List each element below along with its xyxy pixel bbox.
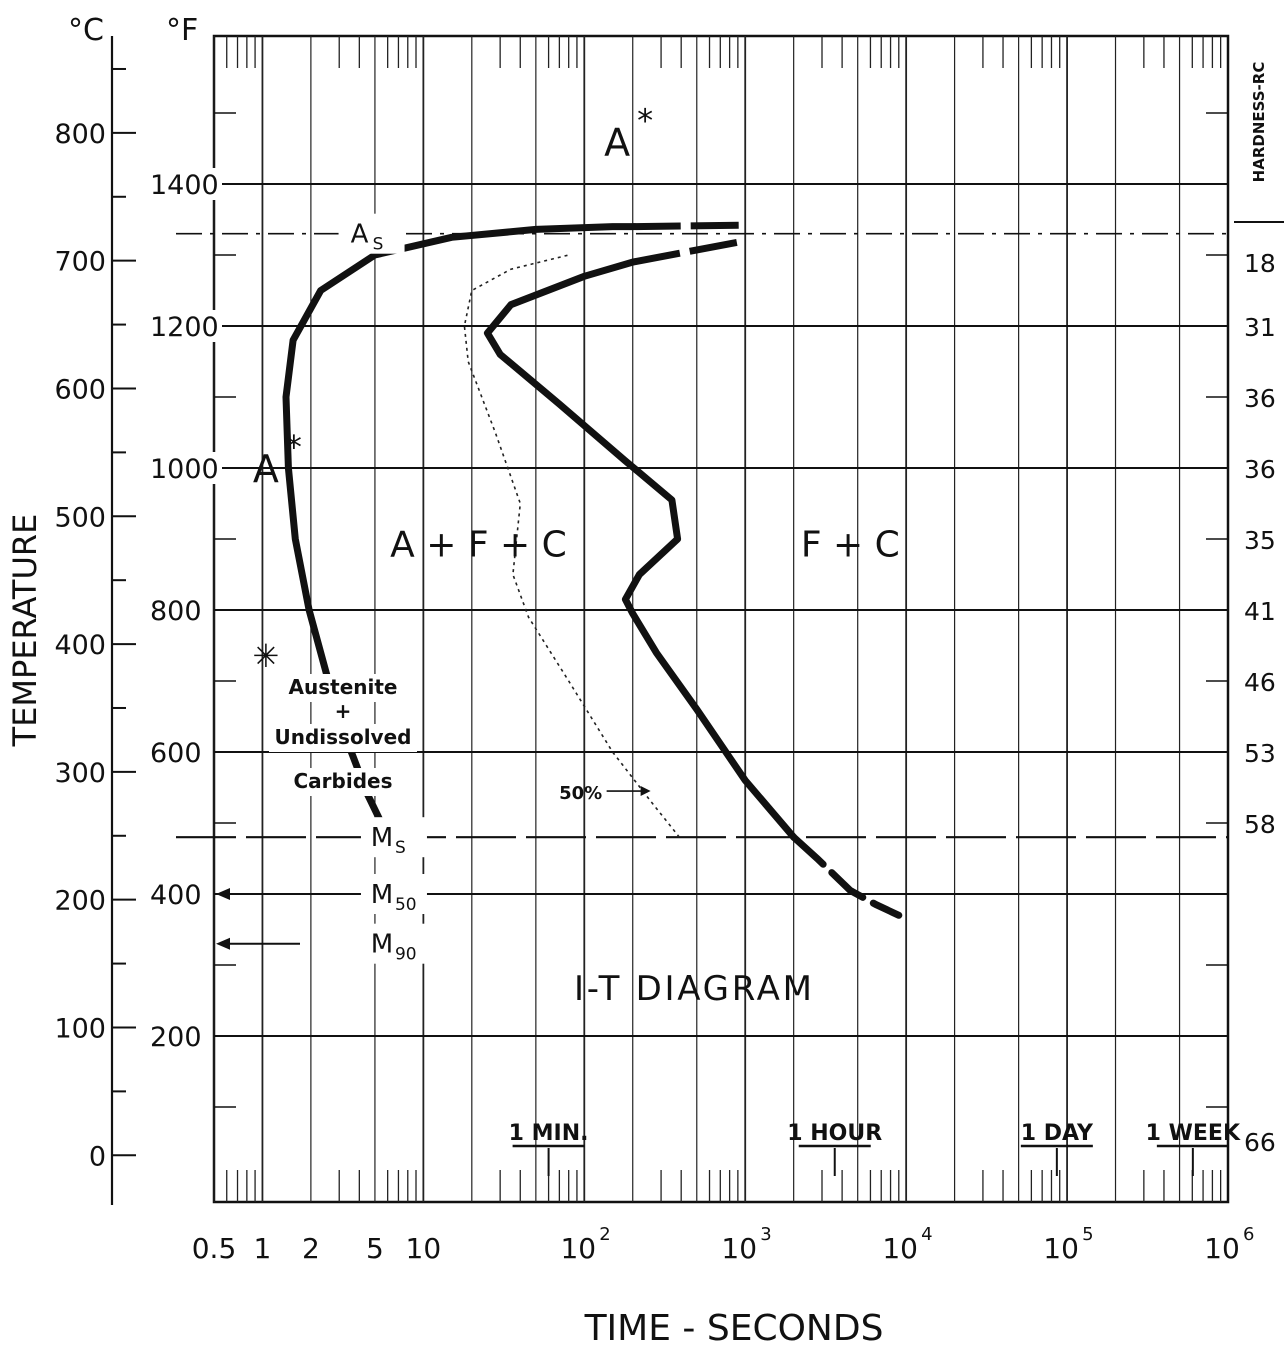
reference-label-subscript: 90 — [395, 945, 417, 965]
region-label-asterisk: * — [286, 428, 302, 466]
time-power-tick-base: 10 — [882, 1232, 918, 1265]
f-label-bg — [146, 168, 222, 200]
footnote-line: Undissolved — [275, 725, 412, 749]
celsius-tick-label: 300 — [54, 758, 106, 789]
reference-label-m50: M — [371, 880, 393, 910]
hardness-tick-label: 58 — [1244, 810, 1276, 839]
time-tick-label: 10 — [406, 1232, 442, 1265]
hardness-tick-label: 36 — [1244, 455, 1276, 484]
curve-finish-dashed-tail — [632, 237, 746, 266]
f-label-bg — [146, 310, 222, 342]
region-label-austenite: A — [604, 121, 630, 165]
curve-finish-below-ms — [790, 833, 903, 919]
hardness-axis-label: HARDNESS-RC — [1250, 62, 1268, 183]
f-label-bg — [146, 736, 205, 768]
celsius-tick-label: 800 — [54, 119, 106, 150]
plot-grid — [176, 34, 1230, 1204]
x-axis-label: TIME - SECONDS — [584, 1308, 884, 1349]
reference-label-subscript: 50 — [395, 895, 417, 915]
phase-region-label: A + F + C — [390, 525, 567, 566]
time-marker-label: 1 MIN. — [509, 1121, 589, 1146]
hardness-tick-label: 31 — [1244, 313, 1276, 342]
ref-label-bg — [338, 213, 405, 254]
time-tick-label: 1 — [254, 1232, 272, 1265]
axes: 8007006005004003002001000140012001000800… — [54, 36, 1284, 1265]
celsius-tick-label: 500 — [54, 502, 106, 533]
time-power-tick-exponent: 5 — [1082, 1224, 1093, 1245]
ref-label-bg — [360, 923, 427, 964]
region-label-asterisk: * — [637, 102, 653, 140]
fahrenheit-tick-label: 600 — [150, 738, 202, 769]
hardness-tick-label: 66 — [1244, 1128, 1276, 1157]
reference-label-m90: M — [371, 930, 393, 960]
fifty-percent-label: 50% — [559, 783, 602, 804]
footnote-bg — [329, 698, 357, 726]
footnote-bg — [287, 768, 399, 796]
celsius-unit-label: °C — [68, 13, 104, 48]
f-label-bg — [146, 878, 205, 910]
celsius-tick-label: 100 — [54, 1013, 106, 1044]
fahrenheit-tick-label: 200 — [150, 1022, 202, 1053]
hardness-tick-label: 18 — [1244, 249, 1276, 278]
time-marker-label: 1 HOUR — [787, 1121, 882, 1146]
fahrenheit-tick-label: 800 — [150, 596, 202, 627]
reference-label-subscript: S — [395, 838, 406, 858]
time-power-tick-base: 10 — [560, 1232, 596, 1265]
time-power-tick-exponent: 3 — [760, 1224, 771, 1245]
footnote-line: + — [335, 699, 352, 723]
celsius-tick-label: 700 — [54, 247, 106, 278]
f-label-bg — [146, 1020, 205, 1052]
hardness-tick-label: 53 — [1244, 739, 1276, 768]
time-power-tick-base: 10 — [1043, 1232, 1079, 1265]
footnote-bg — [269, 724, 417, 752]
ref-label-bg — [360, 817, 427, 858]
time-tick-label: 0.5 — [192, 1232, 237, 1265]
footnote-line: Austenite — [289, 675, 398, 699]
time-tick-label: 5 — [366, 1232, 384, 1265]
f-label-bg — [146, 594, 205, 626]
hardness-tick-label: 46 — [1244, 668, 1276, 697]
time-marker-label: 1 DAY — [1021, 1121, 1094, 1146]
fahrenheit-tick-label: 1000 — [150, 454, 219, 485]
time-power-tick-exponent: 6 — [1243, 1224, 1254, 1245]
plot-frame — [212, 34, 1230, 1204]
fahrenheit-unit-label: °F — [166, 13, 198, 48]
y-axis-label: TEMPERATURE — [6, 514, 44, 748]
time-power-tick-base: 10 — [1204, 1232, 1240, 1265]
footnote-bg — [281, 674, 405, 702]
reference-arrowhead-m90 — [216, 937, 230, 950]
curve-finish — [483, 258, 798, 841]
fahrenheit-tick-label: 1200 — [150, 312, 219, 343]
phase-region-label: F + C — [801, 525, 900, 566]
reference-label-ms: M — [371, 823, 393, 853]
reference-arrowhead-m50 — [216, 888, 230, 900]
footnote-line: Carbides — [294, 769, 393, 793]
celsius-tick-label: 600 — [54, 374, 106, 405]
time-tick-label: 2 — [302, 1232, 320, 1265]
hardness-tick-label: 41 — [1244, 597, 1276, 626]
hardness-tick-label: 35 — [1244, 526, 1276, 555]
hardness-tick-label: 36 — [1244, 384, 1276, 413]
time-power-tick-exponent: 2 — [599, 1224, 610, 1245]
time-power-tick-base: 10 — [721, 1232, 757, 1265]
reference-label-subscript: S — [373, 235, 384, 255]
chart-title: I-T DIAGRAM — [574, 969, 812, 1009]
footnote-asterisk: ✳ — [252, 637, 279, 675]
fifty-percent-arrowhead — [640, 786, 651, 797]
transformation-curves — [282, 221, 903, 919]
celsius-tick-label: 200 — [54, 886, 106, 917]
ref-label-bg — [360, 874, 427, 914]
f-label-bg — [146, 452, 222, 484]
celsius-tick-label: 400 — [54, 630, 106, 661]
time-power-tick-exponent: 4 — [921, 1224, 932, 1245]
curve-start-dashed-tail — [632, 221, 746, 231]
fahrenheit-tick-label: 1400 — [150, 170, 219, 201]
time-marker-label: 1 WEEK — [1146, 1121, 1241, 1146]
region-label-austenite: A — [253, 447, 279, 491]
reference-label-as: A — [351, 220, 369, 250]
celsius-tick-label: 0 — [89, 1141, 106, 1172]
fahrenheit-tick-label: 400 — [150, 880, 202, 911]
